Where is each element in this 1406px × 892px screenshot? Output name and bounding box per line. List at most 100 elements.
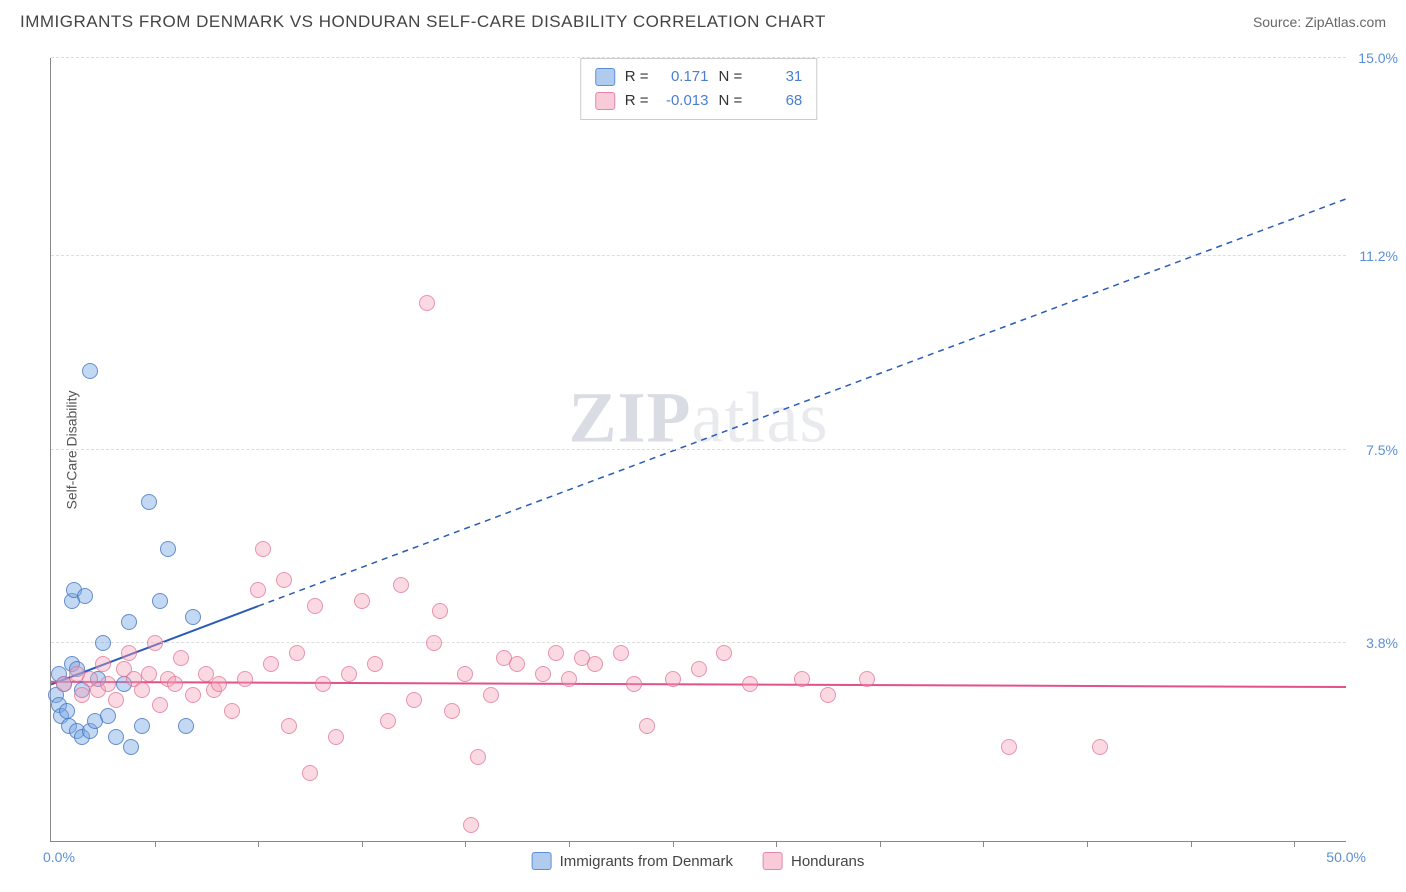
x-tick <box>983 841 984 847</box>
y-tick-label: 11.2% <box>1359 248 1398 264</box>
data-point <box>211 676 227 692</box>
data-point <box>173 650 189 666</box>
data-point <box>307 598 323 614</box>
y-tick-label: 15.0% <box>1358 50 1398 66</box>
data-point <box>152 593 168 609</box>
legend-swatch-honduras <box>763 852 783 870</box>
data-point <box>354 593 370 609</box>
data-point <box>315 676 331 692</box>
watermark: ZIPatlas <box>569 377 829 460</box>
source-attribution: Source: ZipAtlas.com <box>1253 14 1386 30</box>
data-point <box>185 687 201 703</box>
x-tick <box>465 841 466 847</box>
data-point <box>167 676 183 692</box>
n-value-honduras: 68 <box>752 89 802 113</box>
data-point <box>224 703 240 719</box>
data-point <box>121 645 137 661</box>
data-point <box>108 692 124 708</box>
x-max-label: 50.0% <box>1326 849 1366 865</box>
legend-swatch-denmark <box>532 852 552 870</box>
data-point <box>255 541 271 557</box>
data-point <box>380 713 396 729</box>
data-point <box>328 729 344 745</box>
data-point <box>82 363 98 379</box>
data-point <box>457 666 473 682</box>
data-point <box>426 635 442 651</box>
data-point <box>432 603 448 619</box>
data-point <box>77 588 93 604</box>
data-point <box>100 708 116 724</box>
swatch-honduras <box>595 92 615 110</box>
data-point <box>95 656 111 672</box>
r-value-denmark: 0.171 <box>659 65 709 89</box>
data-point <box>587 656 603 672</box>
data-point <box>100 676 116 692</box>
stats-legend-box: R = 0.171 N = 31 R = -0.013 N = 68 <box>580 58 818 120</box>
x-origin-label: 0.0% <box>43 849 75 865</box>
gridline <box>51 449 1346 450</box>
n-label: N = <box>719 89 743 113</box>
bottom-legend: Immigrants from Denmark Hondurans <box>532 852 865 870</box>
data-point <box>561 671 577 687</box>
y-tick-label: 3.8% <box>1366 635 1398 651</box>
data-point <box>147 635 163 651</box>
trend-lines-svg <box>51 58 1346 841</box>
chart-area: Self-Care Disability ZIPatlas R = 0.171 … <box>50 58 1346 842</box>
watermark-atlas: atlas <box>692 378 829 458</box>
data-point <box>1092 739 1108 755</box>
legend-label-denmark: Immigrants from Denmark <box>560 853 733 870</box>
data-point <box>665 671 681 687</box>
x-tick <box>1191 841 1192 847</box>
r-label: R = <box>625 65 649 89</box>
data-point <box>393 577 409 593</box>
data-point <box>289 645 305 661</box>
data-point <box>367 656 383 672</box>
data-point <box>742 676 758 692</box>
x-tick <box>569 841 570 847</box>
x-tick <box>155 841 156 847</box>
data-point <box>341 666 357 682</box>
data-point <box>626 676 642 692</box>
gridline <box>51 642 1346 643</box>
x-tick <box>362 841 363 847</box>
source-prefix: Source: <box>1253 14 1305 30</box>
x-tick <box>776 841 777 847</box>
data-point <box>691 661 707 677</box>
stats-row-denmark: R = 0.171 N = 31 <box>595 65 803 89</box>
data-point <box>794 671 810 687</box>
r-label: R = <box>625 89 649 113</box>
data-point <box>509 656 525 672</box>
data-point <box>95 635 111 651</box>
legend-item-denmark: Immigrants from Denmark <box>532 852 733 870</box>
data-point <box>185 609 201 625</box>
data-point <box>108 729 124 745</box>
swatch-denmark <box>595 68 615 86</box>
data-point <box>406 692 422 708</box>
x-tick <box>673 841 674 847</box>
data-point <box>134 718 150 734</box>
data-point <box>276 572 292 588</box>
x-tick <box>1294 841 1295 847</box>
data-point <box>535 666 551 682</box>
data-point <box>263 656 279 672</box>
data-point <box>74 687 90 703</box>
source-link[interactable]: ZipAtlas.com <box>1305 14 1386 30</box>
data-point <box>613 645 629 661</box>
stats-row-honduras: R = -0.013 N = 68 <box>595 89 803 113</box>
data-point <box>859 671 875 687</box>
x-tick <box>1087 841 1088 847</box>
data-point <box>59 703 75 719</box>
y-tick-label: 7.5% <box>1366 442 1398 458</box>
data-point <box>178 718 194 734</box>
data-point <box>141 494 157 510</box>
data-point <box>470 749 486 765</box>
data-point <box>716 645 732 661</box>
chart-title: IMMIGRANTS FROM DENMARK VS HONDURAN SELF… <box>20 12 826 32</box>
data-point <box>302 765 318 781</box>
x-tick <box>880 841 881 847</box>
n-label: N = <box>719 65 743 89</box>
data-point <box>152 697 168 713</box>
data-point <box>160 541 176 557</box>
data-point <box>483 687 499 703</box>
data-point <box>419 295 435 311</box>
